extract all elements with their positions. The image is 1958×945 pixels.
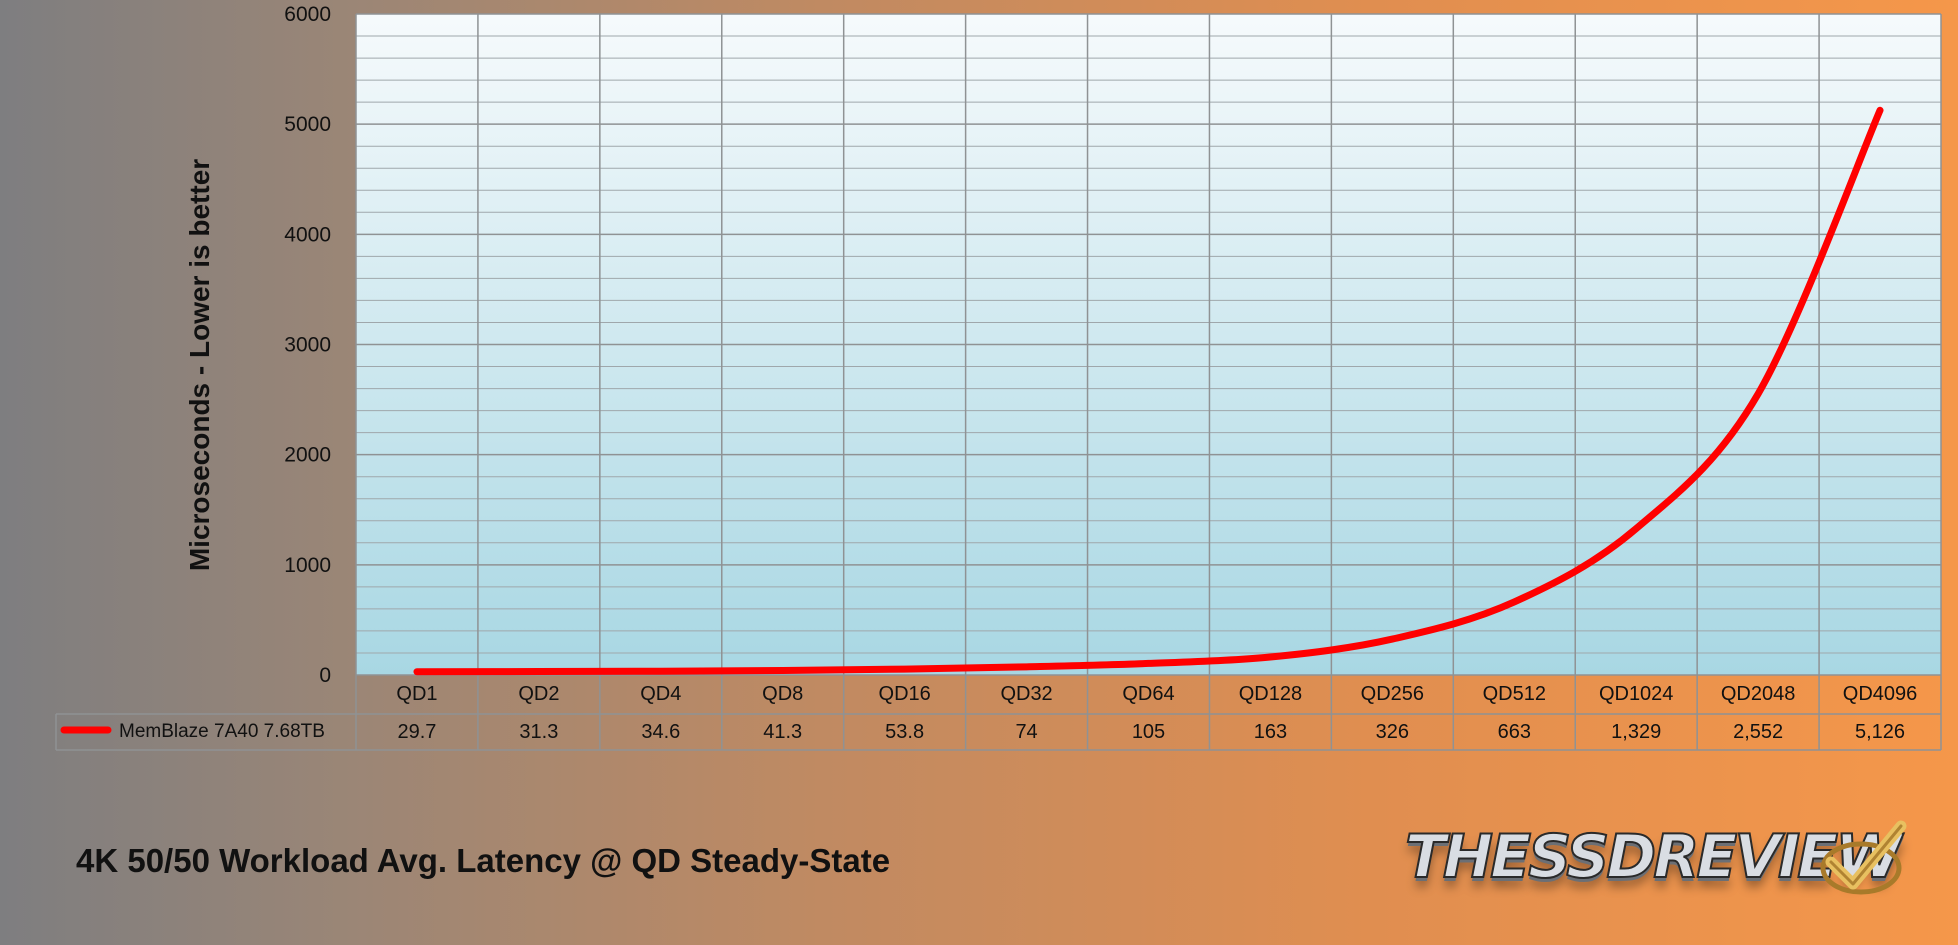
- data-label: 163: [1254, 721, 1287, 743]
- data-label: 41.3: [763, 721, 802, 743]
- x-tick-label: QD128: [1239, 683, 1302, 705]
- y-tick-label: 5000: [284, 113, 331, 136]
- data-label: 2,552: [1733, 721, 1783, 743]
- data-label: 663: [1498, 721, 1531, 743]
- y-tick-label: 6000: [284, 3, 331, 26]
- data-label: 29.7: [397, 721, 436, 743]
- ssd-review-logo: THESSDREVIEW: [1404, 820, 1907, 902]
- data-label: 74: [1015, 721, 1037, 743]
- data-label: 5,126: [1855, 721, 1905, 743]
- legend-label: MemBlaze 7A40 7.68TB: [119, 721, 325, 742]
- x-tick-label: QD256: [1361, 683, 1424, 705]
- data-label: 31.3: [519, 721, 558, 743]
- x-tick-label: QD4: [640, 683, 681, 705]
- x-tick-label: QD64: [1122, 683, 1174, 705]
- x-tick-label: QD2048: [1721, 683, 1796, 705]
- series-line-memblaze: [413, 106, 1884, 676]
- x-tick-label: QD2: [518, 683, 559, 705]
- data-label: 105: [1132, 721, 1165, 743]
- y-axis-title: Microseconds - Lower is better: [184, 159, 215, 571]
- data-label: 326: [1376, 721, 1409, 743]
- x-tick-label: QD8: [762, 683, 803, 705]
- x-tick-label: QD512: [1483, 683, 1546, 705]
- x-tick-label: QD16: [879, 683, 931, 705]
- data-label: 1,329: [1611, 721, 1661, 743]
- logo-wordmark: THESSDREVIEW: [1404, 821, 1902, 893]
- checkmark-icon: [1820, 820, 1907, 895]
- x-tick-label: QD1: [396, 683, 437, 705]
- x-tick-label: QD4096: [1843, 683, 1918, 705]
- y-tick-label: 4000: [284, 223, 331, 246]
- data-label: 53.8: [885, 721, 924, 743]
- y-tick-label: 3000: [284, 334, 331, 357]
- x-tick-label: QD32: [1000, 683, 1052, 705]
- x-tick-label: QD1024: [1599, 683, 1674, 705]
- y-tick-label: 1000: [284, 554, 331, 577]
- y-tick-label: 0: [319, 664, 331, 687]
- chart-title: 4K 50/50 Workload Avg. Latency @ QD Stea…: [76, 842, 890, 879]
- data-label: 34.6: [641, 721, 680, 743]
- y-tick-label: 2000: [284, 444, 331, 467]
